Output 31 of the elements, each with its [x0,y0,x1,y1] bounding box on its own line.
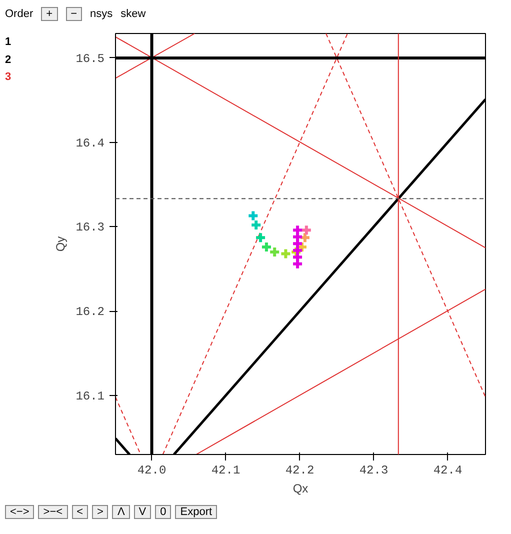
text: + [41,7,58,21]
text: 0 [155,505,172,519]
y-tick-label: 16.4 [76,136,105,150]
x-tick-label: 42.4 [433,464,462,478]
text: <−> [5,505,34,519]
y-tick-label: 16.2 [76,305,105,320]
point [247,210,260,222]
x-tick-label: 42.3 [359,464,388,478]
text: − [66,7,82,21]
text: 3 [5,71,12,84]
text: Export [175,505,218,519]
x-axis-title: Qx [292,482,308,496]
x-tick-label: 42.2 [285,464,314,478]
text: skew [120,8,146,20]
text: > [92,505,108,519]
y-tick-label: 16.3 [76,220,105,235]
text: < [72,505,88,519]
text: 2 [5,54,12,66]
text: Order [5,8,34,20]
text: >−< [38,505,68,519]
text: Λ [112,505,130,519]
x-tick-label: 42.1 [211,464,240,478]
text: V [134,505,152,519]
point [280,248,292,260]
y-tick-label: 16.5 [76,52,105,66]
x-tick-label: 42.0 [137,464,166,478]
y-axis-title: Qy [54,236,68,252]
y-tick-label: 16.1 [76,389,105,404]
text: nsys [90,8,113,20]
text: 1 [5,36,12,48]
point [254,232,267,244]
